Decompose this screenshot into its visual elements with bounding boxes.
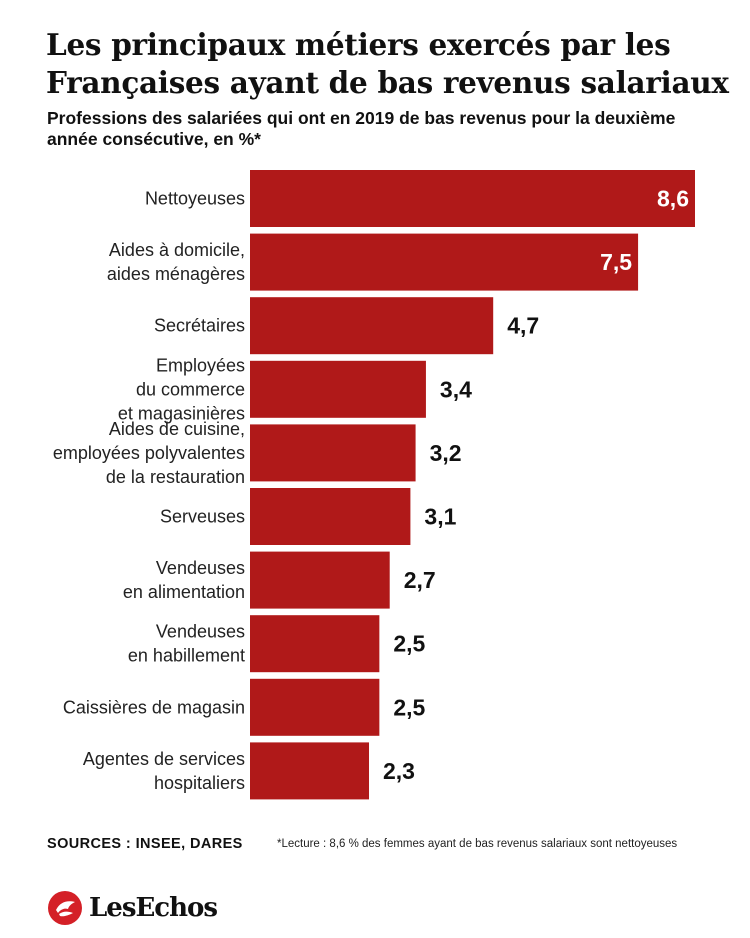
bar-value-label: 3,4 xyxy=(440,376,472,402)
bar-value-label: 7,5 xyxy=(600,249,632,275)
bar-chart: 8,6 Nettoyeuses 7,5 Aides à domicile, aides … xyxy=(53,170,695,800)
category-label: Serveuses xyxy=(160,507,245,527)
bar-value-label: 8,6 xyxy=(657,186,689,212)
bar xyxy=(250,360,426,418)
bar xyxy=(250,297,494,355)
bar xyxy=(250,551,390,609)
bar-value-label: 2,3 xyxy=(383,758,415,784)
bar-value-label: 2,7 xyxy=(404,567,436,593)
bar xyxy=(250,742,370,800)
category-label: Employées du commerce et magasinières xyxy=(118,355,245,423)
brand-name: LesEchos xyxy=(89,893,218,923)
bar xyxy=(250,424,416,482)
bar-value-label: 3,1 xyxy=(424,504,456,530)
category-label: Vendeuses en habillement xyxy=(128,622,245,666)
bar-value-label: 3,2 xyxy=(430,440,462,466)
reading-footnote: *Lecture : 8,6 % des femmes ayant de bas… xyxy=(277,838,678,850)
bar-value-label: 2,5 xyxy=(393,694,425,720)
brand-logo: LesEchos xyxy=(47,890,218,926)
category-label: Vendeuses en alimentation xyxy=(123,558,245,602)
bar xyxy=(250,170,695,227)
bar xyxy=(250,678,380,736)
bar xyxy=(250,615,380,673)
category-label: Aides de cuisine, employées polyvalentes d… xyxy=(53,419,245,487)
category-label: Agentes de services hospitaliers xyxy=(83,749,245,793)
les-echos-logo-icon xyxy=(48,891,82,925)
bar-value-label: 2,5 xyxy=(393,631,425,657)
sources-label: SOURCES : INSEE, DARES xyxy=(47,836,243,852)
category-label: Secrétaires xyxy=(154,316,245,336)
bar xyxy=(250,488,411,545)
category-label: Nettoyeuses xyxy=(145,189,245,209)
chart-title: Les principaux métiers exercés par les F… xyxy=(46,27,729,100)
category-label: Caissières de magasin xyxy=(63,697,245,717)
bar-value-label: 4,7 xyxy=(507,313,539,339)
bar xyxy=(250,233,639,291)
category-label: Aides à domicile, aides ménagères xyxy=(107,240,245,284)
chart-subtitle: Professions des salariées qui ont en 201… xyxy=(47,108,676,149)
